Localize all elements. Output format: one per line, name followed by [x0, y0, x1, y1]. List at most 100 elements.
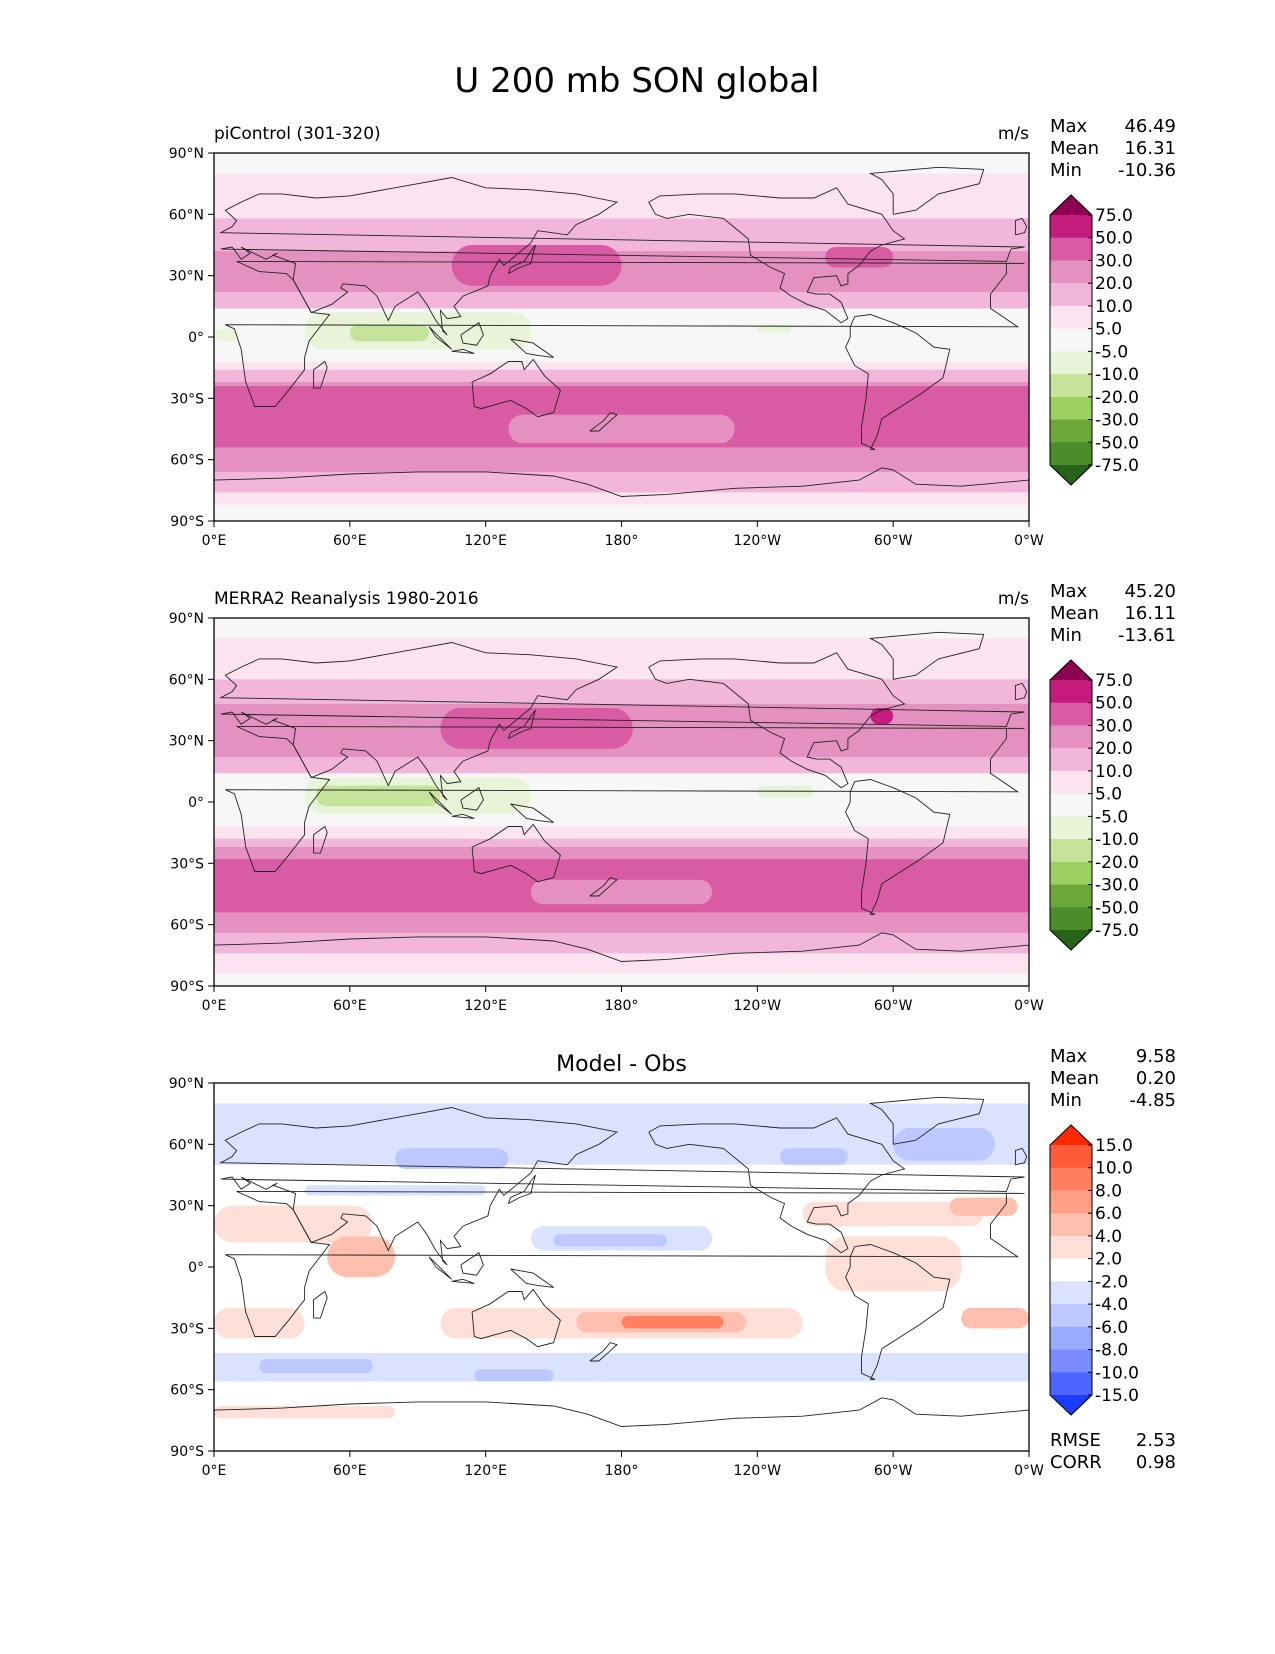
lon-tick-label: 120°E	[464, 1463, 507, 1479]
lat-tick-label: 30°N	[169, 734, 204, 750]
stat-label: Mean	[1050, 603, 1099, 624]
colorbar-segment	[1050, 215, 1092, 239]
stat-value: -10.36	[1118, 160, 1176, 181]
colorbar-label: 75.0	[1095, 206, 1133, 226]
stat-value: 46.49	[1124, 116, 1176, 137]
coastline	[471, 1288, 561, 1348]
lat-tick-label: 90°N	[169, 1076, 204, 1092]
stat-label: RMSE	[1050, 1430, 1101, 1451]
colorbar-extend-top	[1050, 195, 1092, 215]
stat-value: 0.98	[1136, 1452, 1176, 1473]
coastline	[451, 813, 475, 819]
colorbar: 15.0 10.08.0 6.0 4.0 2.0-2.0 -4.0 -6.0 -8.0-10.…	[1049, 1124, 1139, 1416]
colorbar-label: -6.0	[1095, 1318, 1128, 1338]
lon-tick-label: 0°E	[202, 1463, 227, 1479]
lon-tick-label: 60°W	[874, 998, 913, 1014]
colorbar-label: -75.0	[1095, 921, 1139, 941]
map-panel: 90°N 60°N 30°N 0° 30°S 60°S 90°S 0°E 60°E 120°E 18…	[169, 1046, 1176, 1479]
panel-title: piControl (301-320)	[214, 124, 381, 144]
coastline	[225, 260, 1025, 407]
colorbar-segment	[1050, 1304, 1092, 1328]
stat-label: Min	[1050, 1090, 1082, 1111]
colorbar-segment	[1050, 884, 1092, 908]
colorbar-label: -75.0	[1095, 456, 1139, 476]
colorbar-segment	[1050, 1349, 1092, 1373]
colorbar-segment	[1050, 442, 1092, 466]
colorbar-segment	[1050, 702, 1092, 726]
coastline	[428, 791, 453, 815]
colorbar-segment	[1050, 283, 1092, 307]
field-contour	[870, 707, 894, 725]
stat-value: -13.61	[1118, 625, 1176, 646]
field-contour	[825, 1236, 962, 1292]
coastline	[471, 358, 561, 418]
lon-tick-label: 60°E	[333, 533, 367, 549]
coastline	[868, 631, 985, 680]
lat-tick-label: 90°S	[170, 1444, 204, 1460]
lon-tick-label: 0°W	[1014, 1463, 1044, 1479]
colorbar-segment	[1050, 1213, 1092, 1237]
stat-label: Mean	[1050, 138, 1099, 159]
figure-title: U 200 mb SON global	[454, 61, 819, 101]
colorbar-label: -10.0	[1095, 830, 1139, 850]
field-contour	[451, 245, 622, 286]
colorbar-label: -4.0	[1095, 1295, 1128, 1315]
lat-tick-label: 0°	[188, 330, 204, 346]
coastline	[460, 1252, 484, 1276]
colorbar-extend-bottom	[1050, 1395, 1092, 1415]
colorbar-label: -50.0	[1095, 433, 1139, 453]
coastline	[451, 1278, 475, 1284]
colorbar-segment	[1050, 351, 1092, 375]
coastline	[510, 1268, 554, 1288]
coastline	[460, 787, 484, 811]
lon-tick-label: 0°E	[202, 998, 227, 1014]
coastline	[471, 823, 561, 883]
lat-tick-label: 60°S	[170, 453, 204, 469]
coastline	[589, 877, 618, 897]
colorbar-segment	[1050, 237, 1092, 261]
colorbar-label: 20.0	[1095, 739, 1133, 759]
lon-tick-label: 120°W	[734, 533, 782, 549]
colorbar-label: 75.0	[1095, 671, 1133, 691]
coastline	[589, 412, 618, 432]
colorbar-label: 5.0	[1095, 320, 1122, 340]
colorbar: 75.0 50.030.0 20.0 10.0 5.0-5.0 -10.0 -20.0 -30…	[1049, 659, 1139, 951]
stat-label: Mean	[1050, 1068, 1099, 1089]
coastline	[460, 322, 484, 346]
map-panel: 90°N 60°N 30°N 0° 30°S 60°S 90°S 0°E 60°E 120°E 18…	[169, 581, 1176, 1014]
lat-tick-label: 30°N	[169, 1199, 204, 1215]
lat-tick-label: 0°	[188, 795, 204, 811]
colorbar-label: -5.0	[1095, 342, 1128, 362]
field-contour	[327, 1236, 396, 1278]
lat-tick-label: 90°N	[169, 146, 204, 162]
colorbar-label: -8.0	[1095, 1341, 1128, 1361]
colorbar-label: 6.0	[1095, 1204, 1122, 1224]
coastline	[868, 1096, 985, 1145]
colorbar-label: 4.0	[1095, 1227, 1122, 1247]
field-contour	[214, 328, 237, 342]
lon-tick-label: 60°E	[333, 1463, 367, 1479]
colorbar-segment	[1050, 1167, 1092, 1191]
lat-tick-label: 60°N	[169, 207, 204, 223]
stat-value: -4.85	[1129, 1090, 1176, 1111]
colorbar-segment	[1050, 748, 1092, 772]
colorbar-extend-top	[1050, 1125, 1092, 1145]
coastline	[845, 1244, 951, 1380]
colorbar-label: -2.0	[1095, 1272, 1128, 1292]
lat-tick-label: 30°S	[170, 391, 204, 407]
field-contour	[349, 324, 430, 342]
field-contour	[553, 1234, 667, 1247]
panel-title: Model - Obs	[556, 1052, 687, 1077]
colorbar-label: -20.0	[1095, 853, 1139, 873]
field-contour	[440, 707, 633, 749]
field-contour	[825, 247, 894, 268]
field-contour	[395, 1148, 509, 1169]
stat-label: CORR	[1050, 1452, 1102, 1473]
colorbar-segment	[1050, 861, 1092, 886]
colorbar-segment	[1050, 1372, 1092, 1396]
coastline	[225, 725, 1025, 872]
stat-label: Max	[1050, 1046, 1088, 1067]
stat-label: Min	[1050, 160, 1082, 181]
field-contour	[949, 1197, 1018, 1216]
lat-tick-label: 90°S	[170, 979, 204, 995]
